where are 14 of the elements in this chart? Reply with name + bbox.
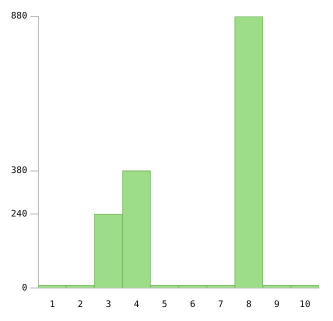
x-tick-label: 3	[106, 300, 112, 310]
y-tick-label: 0	[22, 284, 28, 294]
x-tick-label: 4	[134, 300, 140, 310]
x-tick-label: 10	[300, 300, 310, 310]
x-tick-label: 6	[190, 300, 196, 310]
y-tick-label: 240	[10, 209, 28, 220]
x-tick-label: 7	[218, 300, 224, 310]
x-tick-label: 9	[274, 300, 280, 310]
y-tick-label: 880	[10, 12, 28, 22]
x-tick-label: 5	[162, 300, 168, 310]
y-tick-label: 380	[10, 166, 28, 176]
x-tick-label: 1	[50, 300, 56, 310]
x-tick-label: 8	[246, 300, 252, 310]
x-tick-label: 2	[78, 300, 84, 310]
